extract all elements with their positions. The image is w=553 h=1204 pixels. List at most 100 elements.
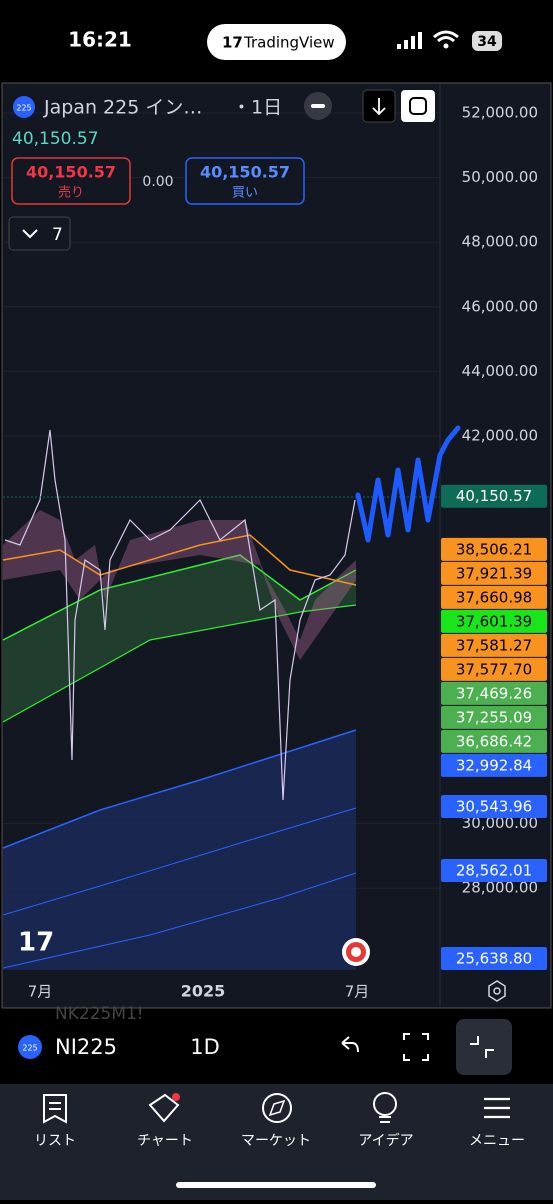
sell-price: 40,150.57 <box>26 163 116 182</box>
buy-button[interactable] <box>185 157 305 205</box>
ma-line <box>2 807 357 916</box>
buy-label: 買い <box>232 186 258 201</box>
y-tick-label: 42,000.00 <box>462 427 538 445</box>
price-tag <box>441 753 547 777</box>
y-tick-label: 30,000.00 <box>462 814 538 832</box>
tab-label[interactable]: チャート <box>137 1133 193 1149</box>
price-tag-label: 25,638.80 <box>456 950 532 968</box>
price-line <box>4 429 356 801</box>
watermark: 17 <box>18 928 54 958</box>
tab-label[interactable]: メニュー <box>469 1133 525 1149</box>
symbol-title[interactable]: Japan 225 イン… <box>43 97 202 119</box>
battery <box>472 31 502 51</box>
symbol-icon <box>13 96 35 118</box>
price-tag-label: 28,562.01 <box>456 862 532 880</box>
price-tag-label: 37,601.39 <box>456 612 532 630</box>
battery-level: 34 <box>477 34 497 50</box>
ghost-symbol: NK225M1! <box>55 1004 144 1024</box>
toolbar-symbol-icon-text: 225 <box>22 1044 37 1053</box>
ma-line <box>2 729 357 849</box>
price-tag-label: 37,581.27 <box>456 636 532 654</box>
price-tag <box>441 561 547 585</box>
price-tag-label: 37,255.09 <box>456 708 532 726</box>
undo-button[interactable] <box>341 1036 359 1053</box>
chevron-icon <box>22 229 38 239</box>
x-tick-label: 2025 <box>181 982 226 1001</box>
status-time: 16:21 <box>68 28 132 52</box>
price-tag <box>441 484 547 508</box>
fullscreen-button[interactable] <box>403 1033 429 1061</box>
bulb-base <box>379 1116 391 1123</box>
price-tag <box>441 947 547 970</box>
y-tick-label: 52,000.00 <box>462 104 538 122</box>
tab-icon <box>484 1097 510 1119</box>
ma-line <box>2 534 357 586</box>
tab-label[interactable]: リスト <box>34 1133 76 1149</box>
tab-icon <box>148 1093 180 1123</box>
y-tick-label: 46,000.00 <box>462 297 538 315</box>
arrow-down-icon <box>372 98 386 116</box>
price-tag-label: 30,543.96 <box>456 798 532 816</box>
spread: 0.00 <box>142 174 173 190</box>
price-tag <box>441 705 547 729</box>
auto-scale-button[interactable] <box>401 90 435 122</box>
price-tag <box>441 537 547 561</box>
tab-icon <box>262 1093 292 1123</box>
price-tag <box>441 609 547 633</box>
y-tick-label: 44,000.00 <box>462 362 538 380</box>
sell-button[interactable] <box>11 157 131 205</box>
price-tag-label: 37,577.70 <box>456 660 532 678</box>
toolbar-symbol-icon <box>18 1035 42 1059</box>
settings-icon-core <box>493 987 501 995</box>
wifi-dot <box>443 43 449 49</box>
price-tag-label: 36,686.42 <box>456 732 532 750</box>
signal-icon <box>397 32 422 49</box>
collapse-icon <box>311 104 325 108</box>
symbol-icon-text: 225 <box>16 104 31 113</box>
ma-line <box>2 872 357 969</box>
tab-label[interactable]: アイデア <box>358 1132 413 1149</box>
app-pill <box>207 24 346 60</box>
settings-icon[interactable] <box>488 980 506 1002</box>
app-name: TradingView <box>243 34 335 52</box>
price-tag-label: 37,469.26 <box>456 684 532 702</box>
toolbar-symbol[interactable]: NI225 <box>55 1035 117 1059</box>
x-tick-label: 7月 <box>345 983 370 1001</box>
price-tag <box>441 795 547 819</box>
toolbar-interval[interactable]: 1D <box>190 1035 220 1059</box>
y-tick-label: 50,000.00 <box>462 168 538 186</box>
price-tag <box>441 585 547 609</box>
drawing <box>355 425 461 543</box>
indicators-toggle[interactable] <box>8 216 71 251</box>
lower-band <box>3 730 356 970</box>
price-tag <box>441 729 547 753</box>
notification-dot <box>172 1093 180 1101</box>
buy-price: 40,150.57 <box>200 163 290 182</box>
exit-fullscreen-button[interactable] <box>456 1019 512 1075</box>
tab-icon <box>373 1092 397 1116</box>
compass-needle <box>268 1099 286 1117</box>
exit-fullscreen-icon <box>470 1036 494 1058</box>
last-price: 40,150.57 <box>12 129 99 149</box>
tv-logo: 17 <box>222 34 243 52</box>
price-tag <box>441 633 547 657</box>
y-tick-label: 48,000.00 <box>462 233 538 251</box>
price-tag-label: 37,921.39 <box>456 564 532 582</box>
indicators-count: 7 <box>52 225 63 245</box>
ribbon <box>3 510 356 660</box>
tab-icon <box>43 1094 67 1124</box>
x-tick-label: 7月 <box>28 983 53 1001</box>
price-tag <box>441 657 547 681</box>
price-tag <box>441 681 547 705</box>
y-tick-label: 28,000.00 <box>462 879 538 897</box>
tab-label[interactable]: マーケット <box>241 1133 311 1149</box>
sell-label: 売り <box>58 185 84 201</box>
ma-line <box>2 604 357 723</box>
price-tag-label: 40,150.57 <box>456 487 532 505</box>
home-indicator <box>176 1182 376 1188</box>
price-tag <box>441 859 547 883</box>
price-tag-label: 37,660.98 <box>456 588 532 606</box>
green-band <box>3 555 356 722</box>
auto-scale-icon <box>409 97 427 115</box>
